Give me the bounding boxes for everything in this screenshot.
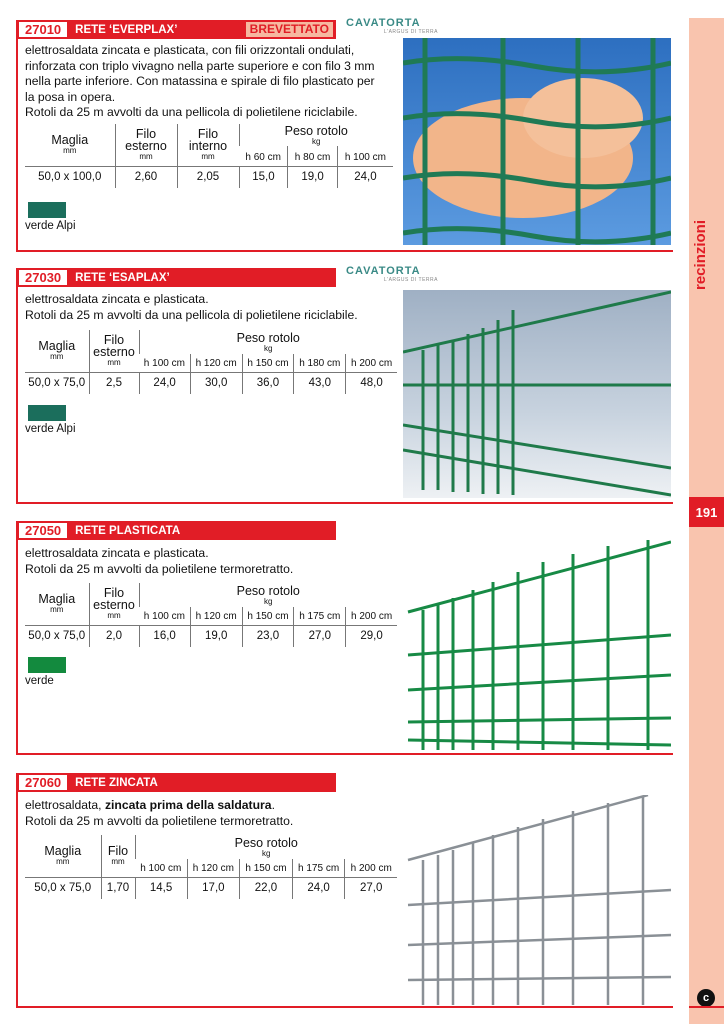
- product-photo: [407, 540, 671, 750]
- spec-table: Maglia mm Filo mm Peso rotolo kg h 100 cm h …: [25, 835, 397, 899]
- table-row: 50,0 x 75,0 2,5 24,0 30,0 36,0 43,0 48,0: [25, 371, 397, 394]
- product-code: 27030: [19, 270, 68, 285]
- product-header: 27060 RETE ZINCATA: [16, 773, 336, 792]
- divider: [16, 753, 673, 755]
- brand-logo: CAVATORTA L'ARGUS DI TERRA: [346, 265, 438, 283]
- product-header: 27050 RETE PLASTICATA: [16, 521, 336, 540]
- product-description: elettrosaldata, zincata prima della sald…: [25, 798, 294, 828]
- product-27050: 27050 RETE PLASTICATA elettrosaldata zin…: [16, 521, 673, 755]
- product-27010: 27010 RETE ‘EVERPLAX’ BREVETTATO CAVATOR…: [16, 17, 673, 252]
- brand-tagline: L'ARGUS DI TERRA: [383, 277, 438, 283]
- spec-table: Maglia mm Filo esterno mm Filo interno mm P…: [25, 124, 393, 188]
- product-photo: [403, 290, 671, 498]
- product-photo: [403, 38, 671, 245]
- patent-badge: BREVETTATO: [245, 22, 333, 37]
- product-header: 27010 RETE ‘EVERPLAX’ BREVETTATO: [16, 20, 336, 39]
- section-title: recinzioni: [692, 220, 709, 291]
- divider: [16, 502, 673, 504]
- color-swatch: [28, 657, 66, 673]
- color-label: verde: [25, 675, 54, 687]
- frame-line: [16, 521, 18, 755]
- table-row: 50,0 x 75,0 1,70 14,5 17,0 22,0 24,0 27,0: [25, 876, 397, 899]
- product-name: RETE PLASTICATA: [75, 524, 181, 537]
- product-header: 27030 RETE ‘ESAPLAX’: [16, 268, 336, 287]
- spec-table: Maglia mm Filo esterno mm Peso rotolo kg h …: [25, 330, 397, 394]
- product-code: 27060: [19, 775, 68, 790]
- c-logo-icon: c: [697, 989, 715, 1007]
- product-description: elettrosaldata zincata e plasticata, con…: [25, 43, 375, 119]
- frame-line: [16, 20, 18, 252]
- product-photo: [407, 795, 671, 1005]
- table-row: 50,0 x 100,0 2,60 2,05 15,0 19,0 24,0: [25, 165, 393, 188]
- spec-table: Maglia mm Filo esterno mm Peso rotolo kg h …: [25, 583, 397, 647]
- product-27060: 27060 RETE ZINCATA elettrosaldata, zinca…: [16, 773, 673, 1008]
- divider: [689, 1006, 724, 1008]
- frame-line: [16, 773, 18, 1008]
- color-swatch: [28, 202, 66, 218]
- table-row: 50,0 x 75,0 2,0 16,0 19,0 23,0 27,0 29,0: [25, 624, 397, 647]
- product-27030: 27030 RETE ‘ESAPLAX’ CAVATORTA L'ARGUS DI…: [16, 265, 673, 504]
- divider: [16, 250, 673, 252]
- product-description: elettrosaldata zincata e plasticata. Roto…: [25, 546, 294, 576]
- product-name: RETE ‘ESAPLAX’: [75, 271, 170, 284]
- brand-tagline: L'ARGUS DI TERRA: [383, 29, 438, 35]
- color-label: verde Alpi: [25, 423, 76, 435]
- brand-name: CAVATORTA: [346, 17, 421, 29]
- color-swatch: [28, 405, 66, 421]
- divider: [16, 1006, 673, 1008]
- brand-logo: CAVATORTA L'ARGUS DI TERRA: [346, 17, 438, 35]
- product-name: RETE ‘EVERPLAX’: [75, 23, 178, 36]
- page-number: 191: [689, 497, 724, 527]
- product-code: 27010: [19, 22, 68, 37]
- frame-line: [16, 268, 18, 504]
- product-description: elettrosaldata zincata e plasticata. Roto…: [25, 292, 358, 322]
- product-code: 27050: [19, 523, 68, 538]
- product-name: RETE ZINCATA: [75, 776, 158, 789]
- color-label: verde Alpi: [25, 220, 76, 232]
- brand-name: CAVATORTA: [346, 265, 421, 277]
